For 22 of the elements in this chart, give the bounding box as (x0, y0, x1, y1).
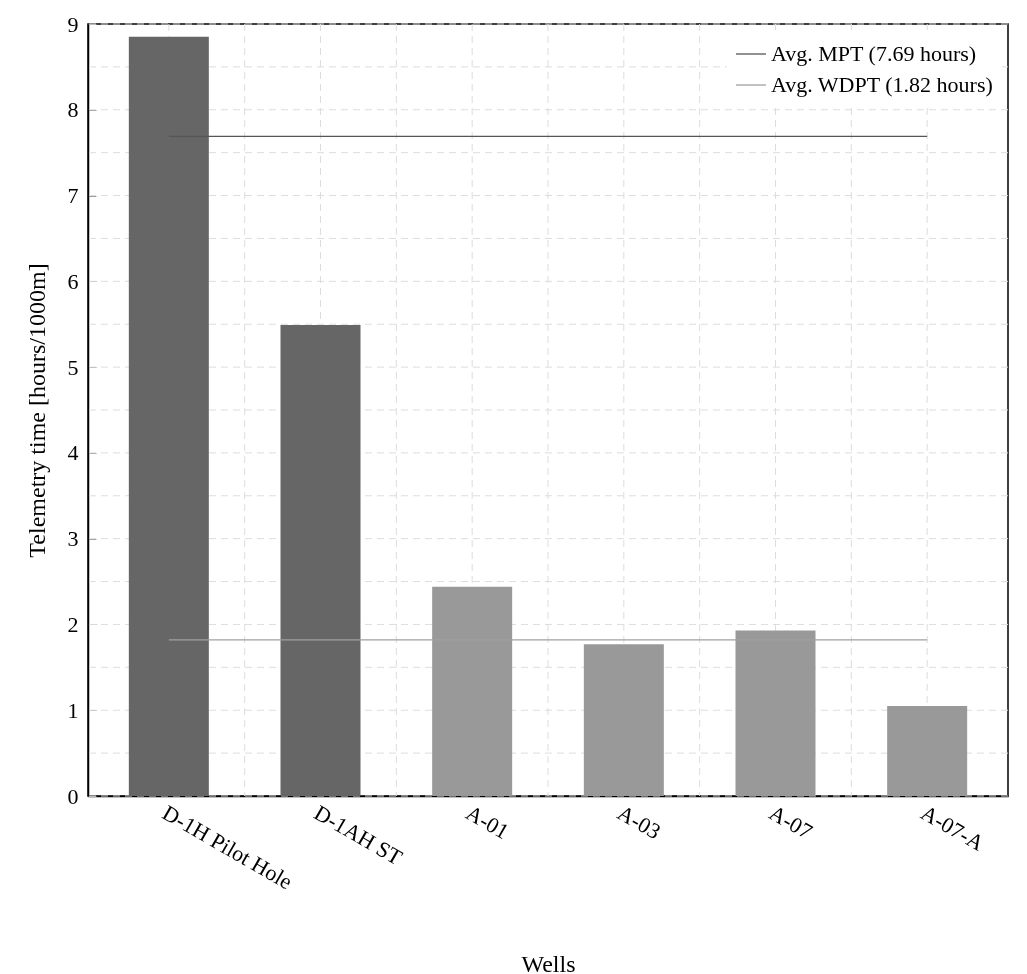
x-tick-label: A-01 (461, 799, 514, 845)
y-tick-label: 4 (67, 440, 79, 466)
bar (887, 705, 968, 796)
bar (583, 644, 664, 796)
y-tick-label: 2 (67, 611, 79, 637)
legend-label: Avg. MPT (7.69 hours) (771, 41, 977, 66)
y-tick-label: 1 (67, 697, 79, 723)
y-tick-label: 9 (67, 11, 79, 37)
x-axis-title: Wells (521, 951, 576, 974)
y-tick-label: 7 (67, 183, 79, 209)
x-tick-label: D-1H Pilot Hole (158, 799, 297, 895)
y-tick-label: 0 (67, 783, 79, 809)
bar (280, 325, 361, 796)
y-tick-label: 6 (67, 268, 79, 294)
y-axis-title: Telemetry time [hours/1000m] (23, 263, 50, 558)
y-tick-label: 8 (67, 97, 79, 123)
y-tick-label: 3 (67, 526, 79, 552)
x-tick-label: A-07 (765, 799, 817, 845)
bar (128, 36, 209, 796)
x-tick-label: A-03 (613, 799, 665, 845)
y-tick-label: 5 (67, 354, 79, 380)
legend-label: Avg. WDPT (1.82 hours) (771, 72, 993, 97)
